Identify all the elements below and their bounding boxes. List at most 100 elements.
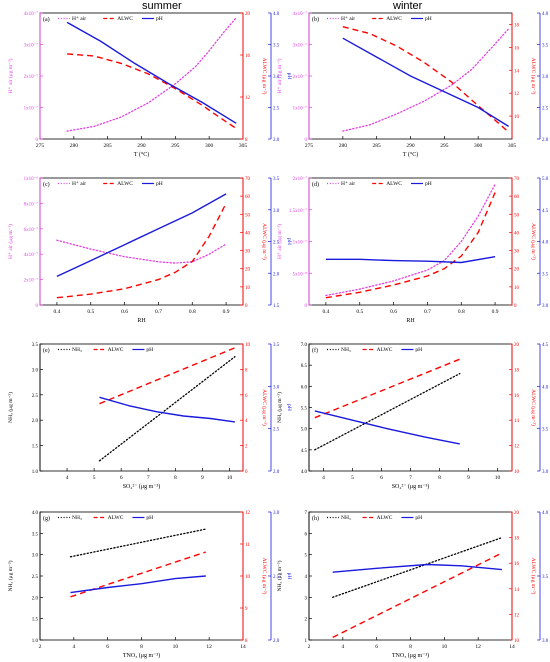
y-axis-label: ALWC (μg m⁻³) bbox=[530, 389, 537, 426]
x-tick-label: 295 bbox=[440, 143, 449, 149]
y-tick-label: 5.0 bbox=[301, 428, 308, 433]
y-tick-label: 10 bbox=[514, 639, 520, 644]
x-tick-label: 4 bbox=[72, 644, 75, 650]
legend-entry: NH₃ bbox=[72, 515, 82, 521]
y-tick-label: 3.5 bbox=[542, 428, 549, 433]
legend-entry: ALWC bbox=[377, 515, 393, 521]
x-tick-label: 10 bbox=[227, 475, 233, 481]
x-tick-label: 5 bbox=[351, 475, 354, 481]
series-line bbox=[332, 563, 502, 573]
x-tick-label: 14 bbox=[509, 644, 515, 650]
y-tick-label: 3.0 bbox=[32, 368, 39, 373]
y-tick-label: 11 bbox=[245, 543, 250, 548]
y-tick-label: 2.5 bbox=[273, 428, 280, 433]
y-tick-label: 18 bbox=[514, 537, 520, 542]
x-tick-label: 4 bbox=[341, 644, 344, 650]
y-tick-label: 0 bbox=[36, 138, 39, 143]
x-axis-label: SO₄²⁻ (μg m⁻³) bbox=[123, 483, 161, 490]
x-tick-label: 6 bbox=[120, 475, 123, 481]
y-tick-label: 16 bbox=[514, 394, 520, 399]
y-tick-label: 1.0 bbox=[32, 470, 39, 475]
y-tick-label: 4.0 bbox=[273, 12, 280, 17]
x-tick-label: 4 bbox=[322, 475, 325, 481]
y-axis-label: ALWC (μg m⁻³) bbox=[261, 223, 268, 260]
y-axis-label: ALWC (μg m⁻³) bbox=[530, 558, 537, 595]
y-tick-label: 3.5 bbox=[32, 343, 39, 348]
y-tick-label: 3.0 bbox=[32, 554, 39, 559]
x-tick-label: 0.9 bbox=[492, 309, 499, 315]
x-tick-label: 0.7 bbox=[424, 309, 431, 315]
x-tick-label: 0.9 bbox=[223, 309, 230, 315]
y-axis-label: ALWC (μg m⁻³) bbox=[261, 558, 268, 595]
y-axis-label: NH₃ (μg m⁻³) bbox=[7, 560, 14, 591]
y-tick-label: 8 bbox=[245, 368, 248, 373]
y-axis-label: H⁺ air (μg m⁻³) bbox=[7, 58, 14, 93]
x-axis-label: T (°C) bbox=[403, 151, 418, 158]
y-tick-label: 3x10⁻⁷ bbox=[24, 43, 39, 49]
chart-panel-6: 4 5 6 7 8 9 10 SO₄²⁻ (μg m⁻³) 4.0 4.5 5.0 5.5 6.0 6.5… bbox=[276, 343, 549, 490]
y-tick-label: 2.0 bbox=[32, 596, 39, 601]
y-tick-label: 3.0 bbox=[273, 511, 280, 516]
legend-entry: ALWC bbox=[386, 16, 402, 22]
y-tick-label: 4 bbox=[305, 575, 308, 580]
legend-entry: pH bbox=[425, 181, 432, 187]
y-tick-label: 3.0 bbox=[273, 75, 280, 80]
series-line bbox=[342, 37, 509, 127]
series-line bbox=[325, 256, 496, 264]
y-axis-label: ALWC (μg m⁻³) bbox=[261, 389, 268, 426]
y-tick-label: 40 bbox=[514, 231, 520, 236]
y-tick-label: 16 bbox=[514, 562, 520, 567]
y-tick-label: 3.0 bbox=[542, 470, 549, 475]
y-axis-label: ALWC (μg m⁻³) bbox=[530, 58, 537, 95]
y-tick-label: 14 bbox=[514, 588, 520, 593]
y-tick-label: 0 bbox=[514, 304, 517, 309]
x-tick-label: 0.6 bbox=[390, 309, 397, 315]
y-tick-label: 5 bbox=[305, 554, 308, 559]
y-tick-label: 7.0 bbox=[301, 343, 308, 348]
x-tick-label: 8 bbox=[174, 475, 177, 481]
x-tick-label: 285 bbox=[104, 143, 113, 149]
y-tick-label: 3.0 bbox=[273, 385, 280, 390]
series-line bbox=[67, 53, 237, 130]
y-tick-label: 4.5 bbox=[542, 343, 549, 348]
legend-entry: pH bbox=[146, 347, 153, 353]
y-tick-label: 2.5 bbox=[32, 575, 39, 580]
series-line bbox=[69, 528, 207, 558]
plot-frame bbox=[39, 511, 244, 641]
x-tick-label: 300 bbox=[205, 143, 214, 149]
plot-frame bbox=[39, 12, 244, 140]
x-tick-label: 0.4 bbox=[53, 309, 60, 315]
series-line bbox=[342, 26, 510, 133]
x-tick-label: 305 bbox=[508, 143, 517, 149]
x-tick-label: 12 bbox=[475, 644, 481, 650]
y-tick-label: 1x10⁻⁶ bbox=[24, 176, 39, 182]
plot-frame bbox=[308, 343, 513, 472]
y-tick-label: 0 bbox=[245, 470, 248, 475]
y-tick-label: 4.5 bbox=[542, 209, 549, 214]
x-tick-label: 275 bbox=[305, 143, 314, 149]
y-tick-label: 12 bbox=[245, 96, 251, 101]
y-tick-label: 2.0 bbox=[273, 138, 280, 143]
y-tick-label: 2.0 bbox=[273, 639, 280, 644]
y-tick-label: 4.0 bbox=[32, 511, 39, 516]
y-tick-label: 6 bbox=[245, 394, 248, 399]
panel-label: (a) bbox=[43, 16, 50, 23]
x-tick-label: 10 bbox=[495, 475, 501, 481]
y-tick-label: 4x10⁻⁷ bbox=[24, 11, 39, 17]
y-tick-label: 0 bbox=[305, 138, 308, 143]
legend-entry: ALWC bbox=[108, 347, 124, 353]
y-tick-label: 2.5 bbox=[273, 241, 280, 246]
y-tick-label: 5x10⁻⁸ bbox=[293, 271, 308, 277]
y-tick-label: 1.5 bbox=[273, 304, 280, 309]
x-tick-label: 280 bbox=[339, 143, 348, 149]
y-tick-label: 2.0 bbox=[273, 272, 280, 277]
x-tick-label: 285 bbox=[373, 143, 382, 149]
x-tick-label: 2 bbox=[39, 644, 42, 650]
x-tick-label: 7 bbox=[147, 475, 150, 481]
y-tick-label: 2.5 bbox=[32, 394, 39, 399]
x-tick-label: 8 bbox=[438, 475, 441, 481]
y-tick-label: 4x10⁻⁷ bbox=[24, 252, 39, 258]
x-tick-label: 9 bbox=[201, 475, 204, 481]
column-header-summer: summer bbox=[142, 0, 182, 12]
